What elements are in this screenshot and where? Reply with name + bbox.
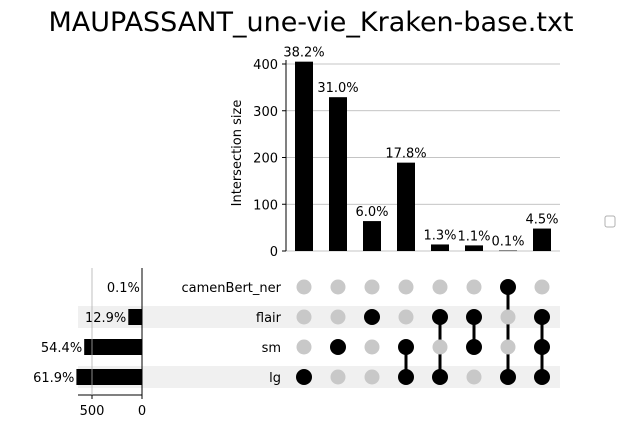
- y-axis: 0 100 200 300 400: [253, 58, 287, 260]
- matrix-dot-inactive: [296, 279, 312, 295]
- set-size-axis: 500 0: [78, 268, 146, 419]
- set-size-label: 0.1%: [107, 281, 140, 296]
- set-size-bars: 0.1% 12.9%54.4% 61.9%: [33, 279, 142, 386]
- set-size-label: 61.9%: [33, 371, 74, 386]
- matrix-dot-inactive: [500, 309, 516, 325]
- matrix-dot-active: [500, 369, 516, 385]
- y-tick-label: 200: [253, 152, 278, 167]
- matrix-dot-inactive: [330, 279, 346, 295]
- y-tick-label: 400: [253, 58, 278, 73]
- matrix-dot-inactive: [398, 309, 414, 325]
- row-stripe: [142, 306, 560, 328]
- intersection-label: 0.1%: [491, 235, 524, 250]
- set-axis-tick-label: 0: [138, 404, 146, 419]
- intersection-bar: [533, 228, 551, 251]
- y-tick-label: 0: [270, 245, 278, 260]
- set-size-label: 12.9%: [85, 311, 126, 326]
- matrix-dot-inactive: [296, 309, 312, 325]
- intersection-bar: [465, 245, 483, 251]
- intersection-bar: [499, 250, 517, 252]
- set-size-bar: [84, 339, 142, 355]
- set-label: sm: [262, 341, 281, 356]
- y-tick-label: 300: [253, 105, 278, 120]
- intersection-bar: [397, 162, 415, 251]
- intersection-bars: 38.2% 31.0% 6.0% 17.8% 1.3% 1.1% 0.1%4.5%: [283, 46, 559, 252]
- matrix-dot-active: [466, 309, 482, 325]
- row-stripe: [142, 366, 560, 388]
- stripe-group: [78, 306, 560, 388]
- intersection-label: 17.8%: [385, 147, 426, 162]
- intersection-label: 4.5%: [525, 213, 558, 228]
- membership-matrix: [296, 279, 550, 385]
- y-tick-label: 100: [253, 198, 278, 213]
- intersection-bar: [431, 244, 449, 251]
- intersection-label: 31.0%: [317, 81, 358, 96]
- matrix-dot-inactive: [500, 339, 516, 355]
- matrix-dot-inactive: [296, 339, 312, 355]
- matrix-dot-inactive: [432, 339, 448, 355]
- matrix-dot-active: [364, 309, 380, 325]
- set-size-bar: [76, 369, 142, 385]
- row-stripe: [78, 306, 142, 328]
- matrix-dot-inactive: [534, 279, 550, 295]
- matrix-dot-inactive: [364, 339, 380, 355]
- matrix-dot-inactive: [466, 369, 482, 385]
- matrix-dot-active: [330, 339, 346, 355]
- matrix-dot-inactive: [330, 309, 346, 325]
- intersection-label: 6.0%: [355, 205, 388, 220]
- matrix-dot-inactive: [364, 279, 380, 295]
- matrix-dot-active: [534, 369, 550, 385]
- intersection-bar: [363, 221, 381, 251]
- matrix-dot-active: [398, 339, 414, 355]
- intersection-label: 1.1%: [457, 229, 490, 244]
- matrix-dot-active: [534, 309, 550, 325]
- chart-title: MAUPASSANT_une-vie_Kraken-base.txt: [48, 7, 573, 38]
- intersection-bar: [295, 61, 313, 251]
- matrix-dot-active: [500, 279, 516, 295]
- matrix-dot-active: [398, 369, 414, 385]
- set-size-label: 54.4%: [41, 341, 82, 356]
- matrix-dot-inactive: [398, 279, 414, 295]
- matrix-dot-inactive: [330, 369, 346, 385]
- set-label: camenBert_ner: [182, 281, 282, 296]
- set-size-bar: [128, 309, 142, 325]
- matrix-dot-inactive: [466, 279, 482, 295]
- intersection-bar: [329, 97, 347, 251]
- matrix-dot-active: [466, 339, 482, 355]
- set-label: flair: [256, 311, 282, 326]
- matrix-dot-active: [432, 369, 448, 385]
- set-label: lg: [269, 371, 281, 386]
- set-axis-tick-label: 500: [80, 404, 105, 419]
- matrix-dot-active: [296, 369, 312, 385]
- matrix-dot-active: [432, 309, 448, 325]
- intersection-label: 38.2%: [283, 46, 324, 61]
- matrix-dot-inactive: [364, 369, 380, 385]
- matrix-dot-inactive: [432, 279, 448, 295]
- y-axis-label: Intersection size: [230, 100, 245, 207]
- intersection-label: 1.3%: [423, 228, 456, 243]
- legend-checkbox-icon[interactable]: [604, 215, 616, 228]
- matrix-dot-active: [534, 339, 550, 355]
